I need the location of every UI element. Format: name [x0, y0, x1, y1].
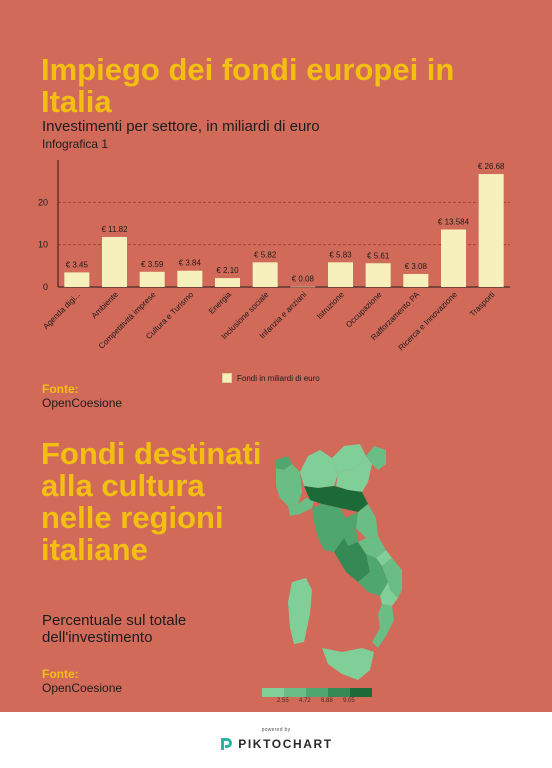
region-sicilia: [322, 648, 374, 680]
bar: [478, 174, 504, 287]
bar: [365, 263, 391, 287]
bar-value-label: € 0.08: [292, 275, 315, 284]
region-campania: [358, 554, 388, 596]
bar: [102, 236, 127, 287]
region-lazio: [334, 538, 370, 582]
footer: powered by PIKTOCHART: [0, 712, 552, 768]
x-category-label: Istruzione: [315, 290, 346, 321]
x-category-label: Occupazione: [344, 290, 384, 330]
bar-value-label: € 3.45: [66, 260, 89, 269]
x-category-label: Agenda digi...: [41, 290, 82, 331]
region-trentino: [332, 444, 366, 474]
region-sardegna: [288, 578, 312, 644]
brand-name: PIKTOCHART: [238, 737, 333, 751]
bar: [64, 272, 90, 287]
scale-tick-label: 4.72: [299, 698, 311, 704]
scale-segment: [262, 688, 284, 697]
region-toscana: [312, 504, 346, 552]
map-color-scale: 2.55 4.72 6.88 9.05: [262, 688, 374, 707]
region-friuli: [366, 446, 386, 470]
chart-legend: Fondi in miliardi di euro: [222, 373, 320, 383]
x-category-label: Ambiente: [90, 290, 121, 321]
scale-tick-label: 2.55: [277, 698, 289, 704]
scale-segment: [350, 688, 372, 697]
section1-title: Impiego dei fondi europei in Italia: [41, 52, 455, 119]
bar-value-label: € 5.61: [367, 251, 390, 260]
y-tick-label: 0: [43, 282, 48, 292]
section1-source-value: OpenCoesione: [42, 396, 123, 410]
bar: [328, 262, 353, 287]
section1-subtitle: Investimenti per settore, in miliardi di…: [42, 118, 320, 135]
scale-tick-label: 6.88: [321, 698, 333, 704]
scale-segment: [284, 688, 306, 697]
region-veneto: [336, 456, 372, 492]
bar-value-label: € 3.59: [141, 260, 164, 269]
scale-segment: [306, 688, 328, 697]
region-marche: [356, 504, 378, 538]
region-lombardia: [300, 450, 338, 488]
region-umbria: [342, 512, 358, 546]
region-emilia-romagna: [304, 486, 368, 512]
region-abruzzo: [358, 536, 386, 558]
scale-segment: [328, 688, 350, 697]
bar: [290, 286, 316, 288]
x-category-label: Trasporti: [468, 290, 497, 319]
piktochart-icon: [221, 738, 233, 750]
bar-value-label: € 13.584: [438, 217, 470, 226]
legend-label: Fondi in miliardi di euro: [237, 373, 320, 383]
bar: [441, 229, 466, 287]
region-liguria: [288, 498, 314, 516]
section2-subtitle: Percentuale sul totale dell'investimento: [42, 612, 187, 646]
bar: [177, 270, 203, 287]
section1-source-label: Fonte:: [42, 382, 79, 396]
bar-value-label: € 5.82: [254, 250, 277, 259]
region-calabria: [372, 604, 394, 648]
bar-value-label: € 11.82: [101, 225, 128, 234]
section2-source-label: Fonte:: [42, 667, 79, 681]
bar: [252, 262, 278, 287]
section1-caption: Infografica 1: [42, 137, 109, 151]
x-category-label: Energia: [207, 290, 233, 316]
bar: [403, 273, 429, 287]
region-molise: [376, 550, 392, 566]
bar-value-label: € 26.68: [478, 162, 505, 171]
region-piemonte: [276, 464, 302, 506]
map-scale-bar: [262, 688, 374, 697]
piktochart-logo[interactable]: PIKTOCHART: [0, 737, 552, 751]
region-puglia: [382, 558, 402, 598]
bar-value-label: € 3.08: [405, 262, 428, 271]
bar-value-label: € 2.10: [216, 266, 239, 275]
y-tick-label: 20: [38, 197, 48, 207]
infographic-page: Impiego dei fondi europei in Italia Inve…: [0, 0, 552, 712]
legend-swatch: [222, 373, 232, 383]
bar-chart: 0 10 20 € 3.45 Agenda digi... € 11.82 Ambiente…: [38, 160, 510, 352]
italy-regions-map: [276, 444, 402, 680]
section2-source-value: OpenCoesione: [42, 681, 123, 695]
region-basilicata: [380, 582, 398, 606]
section2-title: Fondi destinati alla cultura nelle regio…: [41, 436, 262, 567]
bar-value-label: € 5.83: [329, 250, 352, 259]
y-tick-label: 10: [38, 240, 48, 250]
map-scale-ticks: 2.55 4.72 6.88 9.05: [262, 697, 374, 707]
bar: [215, 278, 240, 287]
powered-by-text: powered by: [261, 727, 291, 733]
region-valle-aosta: [276, 456, 292, 470]
bar-value-label: € 3.84: [179, 259, 202, 268]
scale-tick-label: 9.05: [343, 698, 355, 704]
bar: [139, 271, 165, 287]
